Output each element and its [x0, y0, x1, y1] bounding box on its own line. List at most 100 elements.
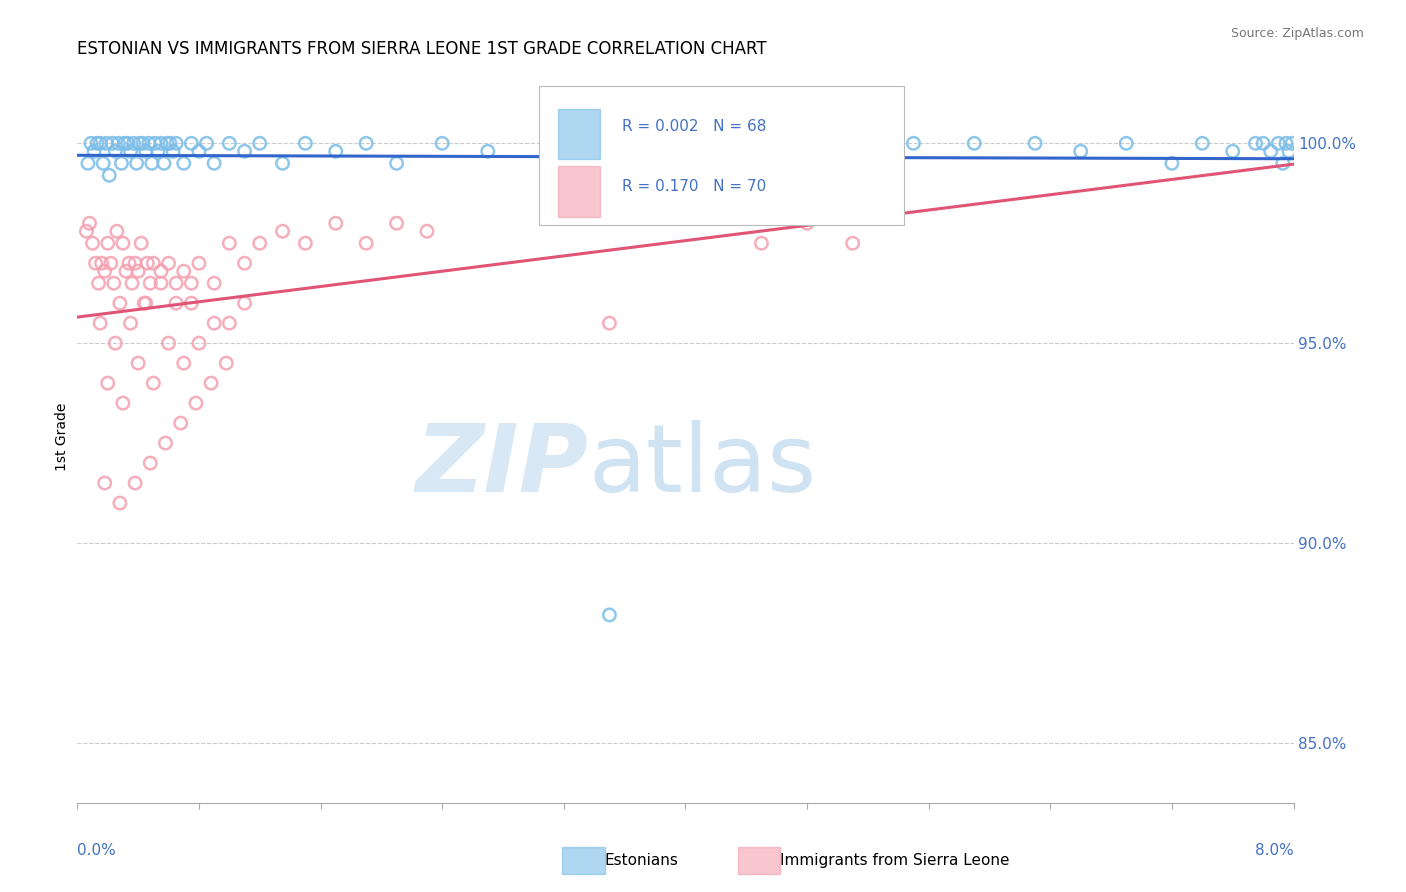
Point — [143, 136, 166, 151]
Point — [294, 136, 316, 151]
Point — [134, 296, 156, 310]
Point — [93, 264, 115, 278]
Point — [136, 256, 159, 270]
Point — [77, 156, 100, 170]
Point — [184, 396, 207, 410]
Point — [127, 356, 149, 370]
Point — [104, 145, 127, 159]
Point — [98, 169, 121, 183]
Point — [153, 156, 176, 170]
Point — [180, 296, 202, 310]
Point — [218, 136, 240, 151]
Point — [108, 296, 131, 310]
Point — [121, 276, 143, 290]
Point — [1024, 136, 1046, 151]
FancyBboxPatch shape — [558, 167, 600, 217]
Point — [141, 156, 163, 170]
Text: ZIP: ZIP — [415, 420, 588, 512]
Point — [218, 316, 240, 330]
Point — [83, 145, 105, 159]
Point — [149, 264, 172, 278]
Text: Source: ZipAtlas.com: Source: ZipAtlas.com — [1230, 27, 1364, 40]
Point — [120, 316, 142, 330]
Text: ESTONIAN VS IMMIGRANTS FROM SIERRA LEONE 1ST GRADE CORRELATION CHART: ESTONIAN VS IMMIGRANTS FROM SIERRA LEONE… — [77, 40, 766, 58]
FancyBboxPatch shape — [540, 86, 904, 225]
Text: Estonians: Estonians — [605, 854, 679, 868]
Text: 8.0%: 8.0% — [1254, 843, 1294, 858]
Point — [108, 496, 131, 510]
Point — [84, 256, 107, 270]
Point — [105, 224, 128, 238]
Point — [111, 396, 134, 410]
Point — [903, 136, 925, 151]
Y-axis label: 1st Grade: 1st Grade — [55, 403, 69, 471]
Point — [93, 476, 115, 491]
Point — [157, 336, 180, 351]
Point — [1244, 136, 1267, 151]
Point — [416, 224, 439, 238]
Point — [127, 264, 149, 278]
Point — [96, 136, 118, 151]
Point — [97, 376, 120, 391]
Point — [202, 316, 225, 330]
Point — [325, 216, 347, 230]
Point — [97, 236, 120, 251]
Point — [249, 136, 271, 151]
Point — [598, 316, 620, 330]
Point — [180, 276, 202, 290]
Point — [86, 136, 108, 151]
Point — [138, 136, 160, 151]
Point — [294, 236, 316, 251]
Point — [751, 236, 773, 251]
Point — [1161, 156, 1184, 170]
Point — [202, 156, 225, 170]
Point — [165, 136, 187, 151]
Text: atlas: atlas — [588, 420, 817, 512]
Point — [103, 276, 125, 290]
Point — [89, 136, 111, 151]
Point — [477, 145, 499, 159]
Point — [1275, 136, 1298, 151]
Point — [79, 216, 101, 230]
Point — [165, 276, 187, 290]
Point — [233, 145, 256, 159]
Point — [139, 456, 162, 470]
Point — [91, 156, 114, 170]
Point — [80, 136, 103, 151]
Point — [149, 276, 172, 290]
Point — [139, 276, 162, 290]
Point — [1278, 145, 1301, 159]
Point — [841, 236, 863, 251]
Point — [1260, 145, 1282, 159]
Point — [325, 145, 347, 159]
Point — [1222, 145, 1244, 159]
Point — [1267, 136, 1289, 151]
Point — [104, 336, 127, 351]
Point — [385, 216, 408, 230]
Point — [271, 156, 294, 170]
Point — [162, 145, 184, 159]
Point — [117, 136, 139, 151]
Point — [118, 256, 141, 270]
Point — [156, 136, 179, 151]
Point — [120, 145, 142, 159]
Point — [75, 224, 97, 238]
Point — [125, 156, 148, 170]
Point — [114, 136, 136, 151]
Point — [1191, 136, 1213, 151]
Point — [90, 256, 112, 270]
Text: R = 0.170   N = 70: R = 0.170 N = 70 — [623, 179, 766, 194]
Point — [155, 436, 177, 450]
Point — [142, 256, 165, 270]
Point — [173, 156, 195, 170]
Point — [142, 376, 165, 391]
Point — [537, 136, 560, 151]
Point — [218, 236, 240, 251]
Point — [107, 136, 129, 151]
Point — [115, 264, 138, 278]
Point — [180, 136, 202, 151]
Point — [122, 136, 145, 151]
Point — [124, 476, 146, 491]
Point — [215, 356, 238, 370]
Point — [598, 607, 620, 622]
